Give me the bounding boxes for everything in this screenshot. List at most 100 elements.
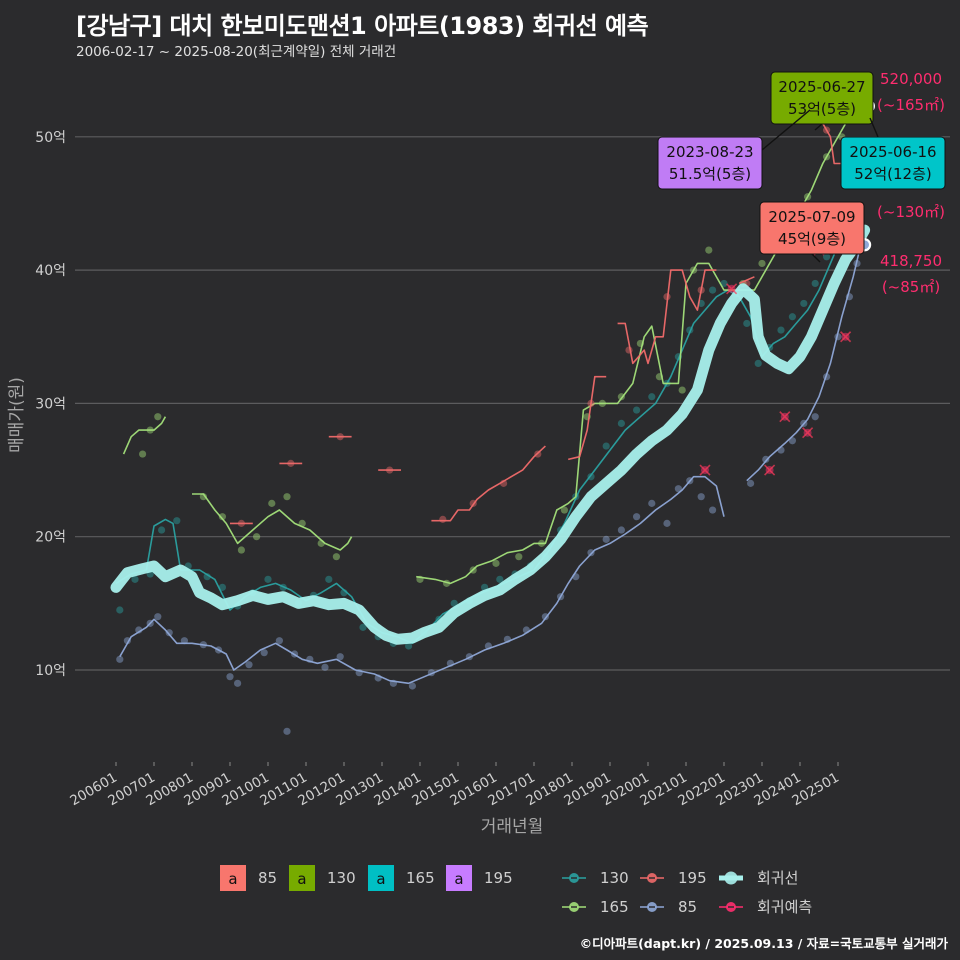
data-point-85 [853,259,861,268]
data-point-85 [572,573,580,581]
data-point-85 [762,455,770,463]
y-axis-ticks: 10억 20억 30억 40억 50억 [35,130,66,679]
callout-price: 53억(5층) [788,100,856,118]
data-point-85 [633,513,641,521]
series-line-195 [431,445,546,522]
data-point-85 [446,659,454,667]
data-point-165 [655,373,664,381]
data-point-85 [465,653,473,661]
data-point-165 [705,246,713,254]
data-point-130 [496,575,504,583]
data-point-85 [215,646,223,654]
callout-leader [814,123,823,131]
data-point-85 [291,650,299,658]
data-point-85 [234,679,242,687]
data-point-165 [253,533,261,541]
data-point-85 [845,293,854,301]
legend-point-regression [724,871,738,885]
y-tick-label: 10억 [35,663,66,679]
data-point-85 [180,637,188,645]
predict-cross [726,283,738,295]
callout-box [759,201,865,255]
data-point-85 [503,635,511,643]
data-point-85 [408,682,416,690]
data-point-130 [800,299,808,308]
data-point-165 [758,259,766,268]
data-point-165 [268,499,276,507]
data-point-130 [405,642,413,650]
data-point-195 [500,479,508,487]
data-point-130 [131,575,139,583]
data-point-195 [439,515,447,523]
series-layer [115,116,862,735]
callout-price: 52억(12층) [854,165,931,183]
chart-title: [강남구] 대치 한보미도맨션1 아파트(1983) 회귀선 예측 [76,12,649,40]
legend: a 85 a 130 a 165 a 195 130 195 회귀선 165 85 회귀예측 [220,865,812,916]
data-point-85 [823,373,831,381]
data-point-165 [469,566,477,574]
data-point-165 [332,553,340,561]
callout-date: 2025-06-16 [849,143,936,161]
data-point-195 [336,433,344,441]
data-point-85 [321,663,329,671]
legend-label-130: 130 [327,869,356,887]
series-line-85 [119,475,725,685]
data-point-165 [298,519,306,527]
series-line-195 [568,375,607,461]
data-point-130 [279,583,287,591]
callout-box [840,136,946,190]
data-point-85 [146,619,154,627]
data-point-130 [709,286,717,294]
callout-box [770,71,874,125]
data-point-85 [275,637,283,645]
data-point-130 [633,406,641,414]
data-point-195 [534,450,542,458]
data-point-85 [834,333,842,341]
data-point-85 [355,669,363,677]
predict-cross [699,464,711,476]
data-point-165 [690,266,698,274]
data-point-85 [374,674,382,682]
data-point-165 [538,539,546,547]
data-point-85 [541,613,550,621]
legend-glyph: a [454,870,463,888]
data-point-165 [804,193,812,201]
y-tick-label: 40억 [35,263,66,279]
legend-swatch-195 [446,865,472,891]
legend-label-195: 195 [484,869,513,887]
prediction-value: 520,000 [880,70,942,88]
data-point-195 [587,399,595,407]
data-point-165 [678,386,686,394]
data-point-130 [203,573,211,581]
data-point-85 [165,629,173,637]
predict-cross [840,331,852,343]
y-tick-label: 50억 [35,130,66,146]
data-point-85 [788,437,797,445]
data-point-85 [602,535,610,543]
data-point-85 [522,626,531,634]
data-point-165 [317,539,325,547]
data-point-195 [663,293,671,301]
y-tick-label: 30억 [35,396,66,412]
data-point-130 [450,599,458,607]
legend-label-s130: 130 [600,869,629,887]
callout-price: 45억(9층) [778,230,846,248]
callout-date: 2023-08-23 [666,143,753,161]
predict-cross [802,427,814,439]
legend-label-85: 85 [258,869,277,887]
data-point-85 [674,485,683,493]
data-point-195 [386,466,394,474]
data-point-165 [283,493,291,501]
data-point-130 [359,623,367,631]
legend-glyph: a [297,870,306,888]
data-point-85 [587,549,595,557]
prediction-area: (~165㎡) [877,96,945,114]
data-point-165 [237,546,245,554]
y-tick-label: 20억 [35,530,66,546]
data-point-85 [697,493,705,501]
data-point-165 [443,579,451,587]
data-point-85 [135,626,143,634]
data-point-85 [260,649,268,657]
legend-glyph: a [376,870,385,888]
